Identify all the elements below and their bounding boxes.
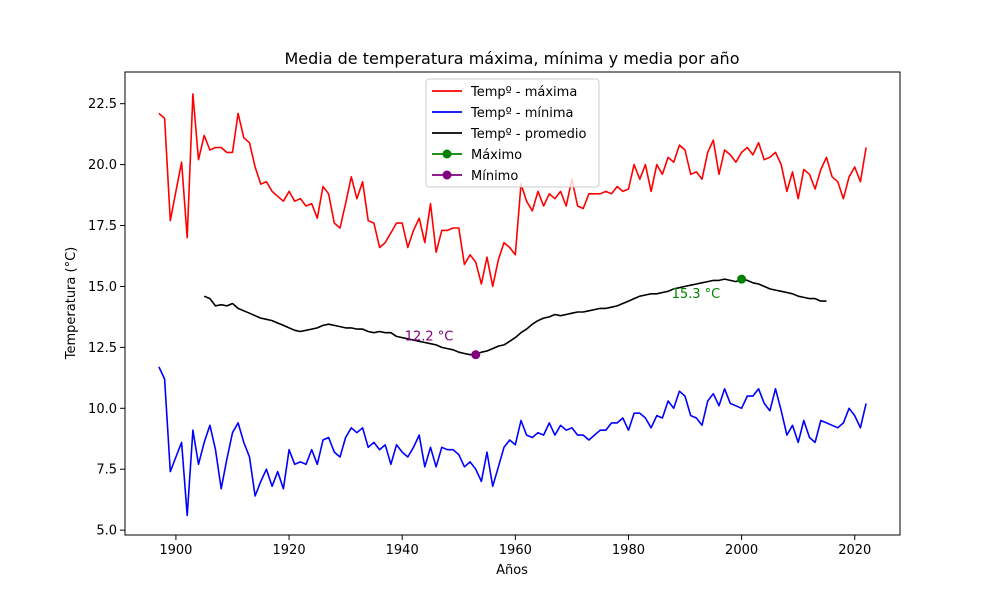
legend-label: Mínimo xyxy=(471,169,518,184)
legend-item-max: Tempº - máxima xyxy=(432,85,577,100)
x-axis: 1900 1920 1940 1960 1980 2000 2020 xyxy=(159,535,871,558)
legend-label: Tempº - mínima xyxy=(470,106,573,121)
x-tick-label: 1980 xyxy=(612,543,645,558)
legend-label: Máximo xyxy=(471,148,522,163)
max-point-label: 15.3 °C xyxy=(672,287,721,302)
legend-box xyxy=(425,78,600,188)
x-tick-label: 1960 xyxy=(499,543,532,558)
y-axis: 5.0 7.5 10.0 12.5 15.0 17.5 20.0 22.5 xyxy=(88,97,125,539)
y-tick-label: 5.0 xyxy=(96,524,117,539)
x-tick-label: 1920 xyxy=(273,543,306,558)
legend-item-min: Tempº - mínima xyxy=(432,106,573,121)
y-axis-label: Temperatura (°C) xyxy=(64,247,79,360)
annotation-layer: 15.3 °C 12.2 °C xyxy=(405,274,747,360)
legend-label: Tempº - máxima xyxy=(470,85,577,100)
legend-item-avg: Tempº - promedio xyxy=(432,127,587,142)
legend: Tempº - máxima Tempº - mínima Tempº - prom… xyxy=(425,78,600,188)
y-tick-label: 12.5 xyxy=(88,341,117,356)
y-tick-label: 22.5 xyxy=(88,97,117,112)
min-temperature-line xyxy=(158,366,867,517)
x-tick-label: 2000 xyxy=(725,543,758,558)
min-point-marker xyxy=(471,350,481,360)
legend-swatch-marker xyxy=(442,149,452,159)
x-tick-label: 2020 xyxy=(838,543,871,558)
min-point-label: 12.2 °C xyxy=(405,330,454,345)
x-tick-label: 1900 xyxy=(159,543,192,558)
series-layer xyxy=(158,93,867,517)
legend-item-peak: Máximo xyxy=(432,148,522,163)
y-tick-label: 15.0 xyxy=(88,280,117,295)
legend-item-low: Mínimo xyxy=(432,169,518,184)
x-tick-label: 1940 xyxy=(386,543,419,558)
average-temperature-line xyxy=(203,278,827,356)
max-point-marker xyxy=(737,274,747,284)
max-temperature-line xyxy=(158,93,867,288)
legend-label: Tempº - promedio xyxy=(470,127,587,142)
y-tick-label: 17.5 xyxy=(88,219,117,234)
y-tick-label: 20.0 xyxy=(88,158,117,173)
chart-title: Media de temperatura máxima, mínima y me… xyxy=(285,49,740,68)
plot-frame xyxy=(124,71,901,536)
y-tick-label: 7.5 xyxy=(96,463,117,478)
x-axis-label: Años xyxy=(496,563,528,578)
y-tick-label: 10.0 xyxy=(88,402,117,417)
legend-swatch-marker xyxy=(442,170,452,180)
